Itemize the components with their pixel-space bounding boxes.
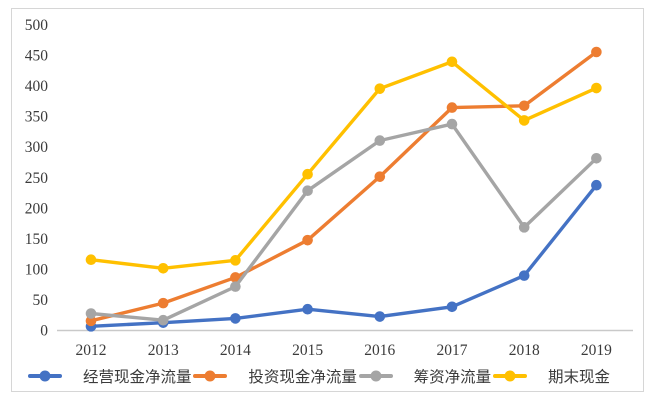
series-point-3 bbox=[85, 254, 97, 266]
series-point-3 bbox=[591, 82, 602, 94]
series-line-1 bbox=[89, 50, 599, 323]
series-point-1 bbox=[230, 272, 241, 283]
y-tick-label: 0 bbox=[40, 323, 48, 340]
x-tick-label: 2013 bbox=[148, 342, 179, 359]
legend-dot-icon bbox=[504, 370, 516, 382]
legend-label: 投资现金净流量 bbox=[248, 369, 357, 386]
x-tick-label: 2019 bbox=[581, 342, 612, 359]
series-point-2 bbox=[302, 185, 313, 196]
x-tick-label: 2012 bbox=[76, 342, 107, 359]
legend-line-marker-icon bbox=[28, 370, 62, 382]
x-tick-label: 2017 bbox=[437, 342, 468, 359]
series-line-0 bbox=[89, 183, 599, 329]
y-tick-label: 50 bbox=[33, 292, 49, 309]
series-point-1 bbox=[374, 171, 386, 182]
x-tick-label: 2014 bbox=[220, 342, 251, 359]
y-tick-label: 450 bbox=[25, 48, 49, 65]
series-point-1 bbox=[85, 315, 97, 327]
y-tick-label: 100 bbox=[25, 261, 49, 278]
series-point-3 bbox=[374, 83, 386, 94]
series-point-3 bbox=[230, 255, 241, 266]
series-line-2 bbox=[89, 122, 599, 322]
series-point-2 bbox=[85, 308, 97, 319]
legend-dot-icon bbox=[39, 370, 51, 382]
legend-label: 筹资净流量 bbox=[413, 369, 492, 386]
series-point-0 bbox=[446, 301, 458, 313]
x-tick-label: 2018 bbox=[509, 342, 540, 359]
series-point-1 bbox=[157, 297, 169, 309]
legend-item-operating-cash-flow: 经营现金净流量 bbox=[28, 365, 192, 387]
legend-item-ending-cash: 期末现金 bbox=[492, 365, 610, 387]
series-point-2 bbox=[518, 222, 530, 233]
series-point-2 bbox=[446, 118, 458, 130]
series-point-0 bbox=[230, 313, 241, 324]
y-tick-label: 500 bbox=[25, 17, 49, 34]
y-tick-label: 250 bbox=[25, 170, 49, 187]
series-point-2 bbox=[591, 153, 602, 164]
series-point-0 bbox=[591, 179, 602, 191]
y-tick-label: 400 bbox=[25, 78, 49, 95]
series-point-0 bbox=[302, 303, 313, 315]
series-point-3 bbox=[446, 56, 458, 68]
legend-line-marker-icon bbox=[358, 370, 393, 382]
y-tick-label: 350 bbox=[25, 109, 49, 126]
legend-dot-icon bbox=[204, 370, 216, 382]
series-point-3 bbox=[157, 262, 169, 274]
chart-legend: 经营现金净流量 投资现金净流量 筹资净流量 期末现金 bbox=[28, 365, 610, 387]
series-point-1 bbox=[518, 100, 530, 112]
series-point-0 bbox=[374, 311, 386, 322]
series-point-3 bbox=[302, 168, 313, 180]
x-tick-label: 2015 bbox=[292, 342, 323, 359]
series-point-0 bbox=[518, 270, 530, 281]
legend-item-investing-cash-flow: 投资现金净流量 bbox=[193, 365, 357, 387]
series-point-1 bbox=[446, 102, 458, 113]
legend-item-financing-cash-flow: 筹资净流量 bbox=[358, 365, 492, 387]
x-tick-label: 2016 bbox=[364, 342, 395, 359]
legend-dot-icon bbox=[370, 370, 382, 382]
series-point-2 bbox=[374, 135, 386, 146]
series-point-3 bbox=[518, 115, 530, 126]
legend-line-marker-icon bbox=[492, 370, 527, 382]
y-tick-label: 150 bbox=[25, 231, 49, 248]
legend-label: 期末现金 bbox=[547, 369, 610, 386]
series-line-3 bbox=[89, 60, 599, 270]
series-point-1 bbox=[302, 234, 313, 246]
series-point-2 bbox=[230, 281, 241, 292]
series-point-1 bbox=[591, 46, 602, 58]
legend-line-marker-icon bbox=[193, 370, 228, 382]
legend-label: 经营现金净流量 bbox=[83, 369, 192, 386]
series-point-2 bbox=[157, 314, 169, 326]
y-tick-label: 300 bbox=[25, 139, 49, 156]
chart-border bbox=[11, 8, 644, 392]
y-tick-label: 200 bbox=[25, 200, 49, 217]
